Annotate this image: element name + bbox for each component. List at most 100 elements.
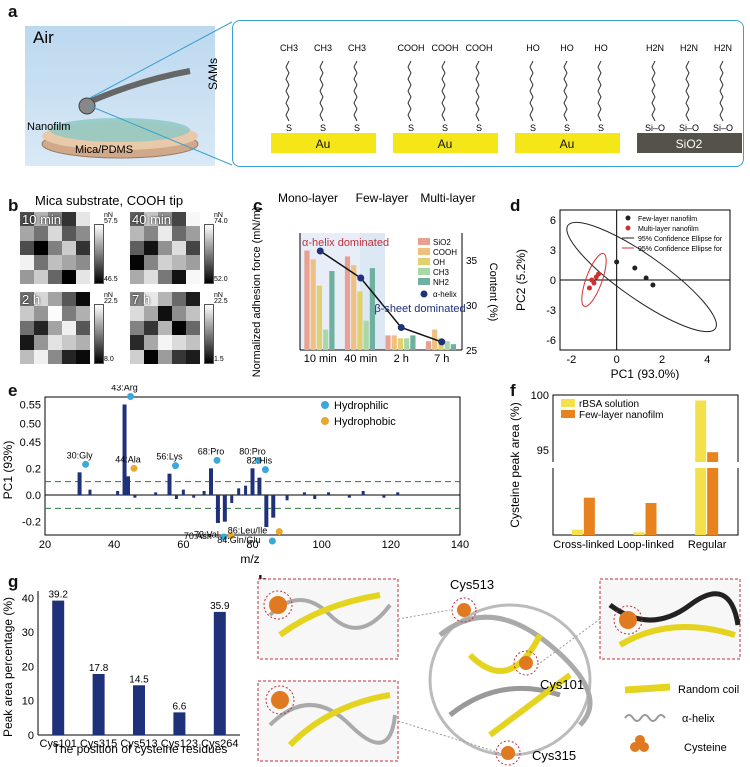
loading-bar <box>202 491 206 495</box>
loading-bar <box>361 491 365 495</box>
map-pixel <box>172 255 186 270</box>
x-tick-label: 140 <box>451 539 469 551</box>
bar <box>213 611 226 735</box>
map-pixel <box>34 240 48 256</box>
map-pixel <box>130 306 144 321</box>
peak-label: 68:Pro <box>198 446 225 456</box>
x-tick-label: 120 <box>382 539 400 551</box>
sam-base-label-2: Au <box>560 137 575 151</box>
x-tick-label: 80 <box>246 539 258 551</box>
bar <box>425 341 432 350</box>
map-pixel <box>34 269 48 284</box>
substrate-label: Mica/PDMS <box>75 144 134 156</box>
map-time-label: 7 h <box>132 292 151 307</box>
inset-box-right <box>599 578 741 660</box>
map-pixel <box>158 240 172 256</box>
y-tick-label: 0.2 <box>26 463 41 475</box>
sam-anchor: S <box>286 123 292 133</box>
inset-box-bottom-left <box>257 680 399 762</box>
map-pixel <box>130 240 144 256</box>
sam-head-group: H2N <box>680 43 698 53</box>
cysteine-sphere-icon <box>271 691 289 709</box>
map-pixel <box>130 320 144 336</box>
legend-label: COOH <box>433 248 457 257</box>
colorbar-unit: nN <box>104 292 113 299</box>
x-tick-label: 2 h <box>394 353 409 365</box>
panel-b-title: Mica substrate, COOH tip <box>35 193 184 208</box>
x-tick-label: 20 <box>39 539 51 551</box>
nanofilm-illustration-svg <box>25 26 215 166</box>
y-tick-label: 3 <box>550 245 556 257</box>
y-axis-label: Cysteine peak area (%) <box>508 402 522 527</box>
peak-label: 86:Leu/Ile <box>228 526 268 536</box>
y2-tick-label: 30 <box>466 301 478 312</box>
map-pixel <box>62 226 76 241</box>
sam-head-group: HO <box>560 43 574 53</box>
y-tick-label: 0 <box>28 730 34 742</box>
legend-swatch <box>418 238 430 245</box>
peak-bar <box>222 495 227 522</box>
map-pixel <box>144 292 158 307</box>
map-pixel <box>186 292 200 307</box>
map-pixel <box>158 306 172 321</box>
x-tick-label: 7 h <box>434 353 449 365</box>
map-pixel <box>158 226 172 241</box>
y-axis-label: Normalized adhesion force (mN/m) <box>251 207 263 378</box>
map-pixel <box>76 226 90 241</box>
map-pixel <box>76 292 90 307</box>
peak-bar <box>122 404 127 495</box>
x-tick-label: Loop-linked <box>617 539 674 551</box>
legend-label: rBSA solution <box>579 399 639 410</box>
legend-swatch <box>561 399 575 407</box>
x-axis-label: The position of cysteine residues <box>53 742 228 756</box>
peak-marker <box>227 532 235 540</box>
map-pixel <box>186 269 200 284</box>
map-pixel <box>172 320 186 336</box>
map-pixel <box>48 349 62 364</box>
map-pixel <box>34 226 48 241</box>
map-pixel <box>48 292 62 307</box>
label-cys101: Cys101 <box>540 677 584 692</box>
bar <box>571 529 583 535</box>
x-tick-label: Cys315 <box>80 738 117 750</box>
label-cys513: Cys513 <box>450 577 494 592</box>
x-tick-label: Cys264 <box>201 738 238 750</box>
y-axis-label: Peak area percentage (%) <box>1 597 15 737</box>
loading-bar <box>174 495 178 499</box>
peak-marker <box>220 533 228 541</box>
map-pixel <box>130 349 144 364</box>
bar-value-label: 6.6 <box>172 701 186 712</box>
map-pixel <box>34 320 48 336</box>
panel-a-letter: a <box>8 2 18 21</box>
map-pixel <box>20 292 34 307</box>
sam-chain <box>651 60 656 122</box>
map-pixel <box>158 212 172 227</box>
map-pixel <box>76 335 90 350</box>
map-pixel <box>34 335 48 350</box>
bar <box>173 712 186 735</box>
map-pixel <box>130 269 144 284</box>
colorbar-unit: nN <box>104 212 113 219</box>
layer-label: Few-layer <box>356 191 409 205</box>
map-time-label: 10 min <box>22 212 62 227</box>
adhesion-map-1 <box>130 212 200 284</box>
map-pixel <box>158 255 172 270</box>
map-pixel <box>186 255 200 270</box>
peak-label: 43:Arg <box>111 385 138 393</box>
map-pixel <box>48 240 62 256</box>
sam-base-label-1: Au <box>438 137 453 151</box>
map-colorbar <box>94 304 104 364</box>
map-pixel <box>48 335 62 350</box>
colorbar-min: 8.0 <box>104 356 114 363</box>
x-axis-label: m/z <box>240 552 259 565</box>
x-tick-label: Cys101 <box>40 738 77 750</box>
loading-bar <box>230 495 234 503</box>
legend-swatch <box>418 258 430 265</box>
sam-head-group: H2N <box>646 43 664 53</box>
y-tick-label: -6 <box>546 335 556 347</box>
peak-bar <box>264 495 269 527</box>
peak-label: 82:His <box>247 456 273 466</box>
sam-anchor: S <box>408 123 414 133</box>
bar-value-label: 35.9 <box>210 601 230 612</box>
colorbar-unit: nN <box>214 212 223 219</box>
